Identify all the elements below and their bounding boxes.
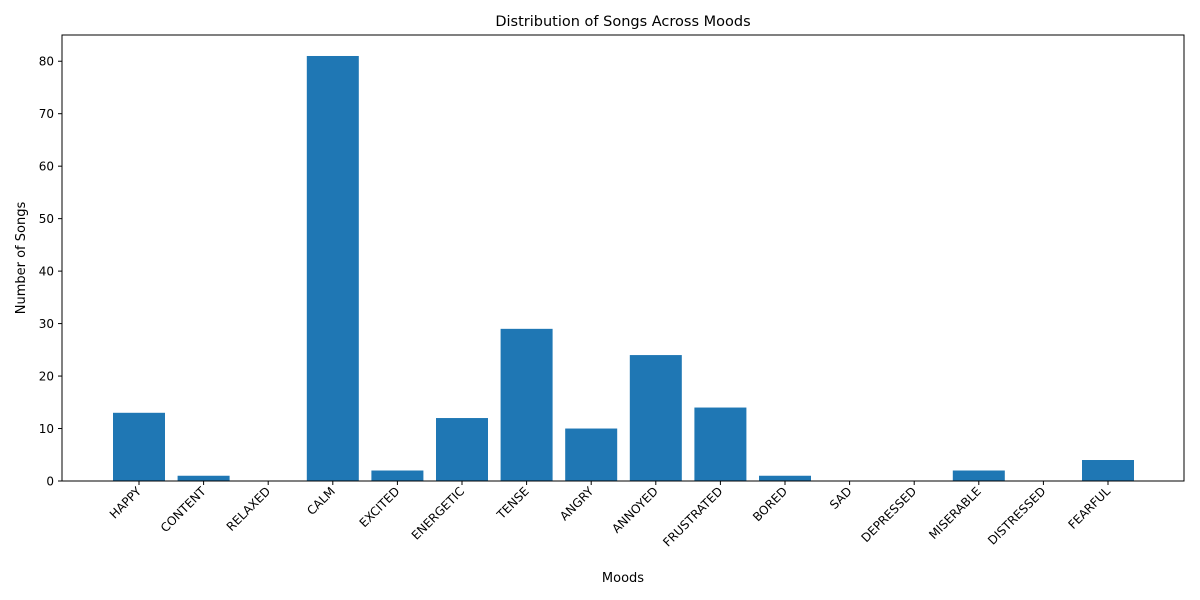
bar-miserable bbox=[952, 470, 1005, 481]
x-tick-label: DISTRESSED bbox=[985, 484, 1048, 547]
x-tick-label: TENSE bbox=[493, 484, 531, 522]
x-tick-label: BORED bbox=[750, 484, 790, 524]
bar-happy bbox=[113, 412, 165, 481]
bar-energetic bbox=[436, 418, 488, 481]
x-tick-label: CONTENT bbox=[158, 484, 209, 535]
x-tick-label: FEARFUL bbox=[1065, 484, 1113, 532]
y-tick-label: 80 bbox=[39, 55, 54, 69]
x-tick-label: SAD bbox=[827, 484, 855, 512]
plot-frame bbox=[61, 34, 1185, 482]
y-tick-label: 20 bbox=[39, 370, 54, 384]
bar-frustrated bbox=[694, 407, 747, 481]
chart-title: Distribution of Songs Across Moods bbox=[495, 14, 750, 30]
x-tick-label: RELAXED bbox=[224, 484, 274, 534]
y-tick-label: 30 bbox=[39, 317, 54, 331]
bar-calm bbox=[306, 55, 359, 482]
x-tick-label: HAPPY bbox=[107, 484, 145, 522]
y-tick-label: 60 bbox=[39, 160, 54, 174]
bar-angry bbox=[565, 428, 618, 481]
x-tick-label: DEPRESSED bbox=[858, 484, 919, 545]
x-tick-label: ANNOYED bbox=[609, 484, 661, 536]
bar-annoyed bbox=[629, 355, 682, 481]
bar-content bbox=[177, 475, 230, 481]
x-axis-label: Moods bbox=[602, 571, 644, 586]
x-tick-label: FRUSTRATED bbox=[660, 484, 725, 549]
y-tick-label: 10 bbox=[39, 422, 54, 436]
x-tick-label: CALM bbox=[304, 484, 338, 518]
y-tick-label: 40 bbox=[39, 265, 54, 279]
y-axis-label: Number of Songs bbox=[14, 202, 29, 315]
bars-group bbox=[113, 55, 1134, 482]
bar-bored bbox=[759, 475, 811, 481]
y-tick-label: 70 bbox=[39, 107, 54, 121]
x-tick-label: MISERABLE bbox=[926, 484, 984, 542]
y-tick-label: 0 bbox=[46, 475, 54, 489]
bar-excited bbox=[371, 470, 424, 481]
x-tick-label: ANGRY bbox=[557, 484, 597, 524]
x-axis: HAPPY CONTENT RELAXED CALM EXCITED ENERGETIC T… bbox=[107, 481, 1113, 549]
x-tick-label: ENERGETIC bbox=[409, 484, 467, 542]
bar-tense bbox=[500, 328, 553, 481]
y-tick-label: 50 bbox=[39, 212, 54, 226]
x-tick-label: EXCITED bbox=[357, 484, 403, 530]
bar-fearful bbox=[1082, 460, 1134, 481]
y-axis: 0 10 20 30 40 50 60 70 80 bbox=[39, 55, 62, 489]
